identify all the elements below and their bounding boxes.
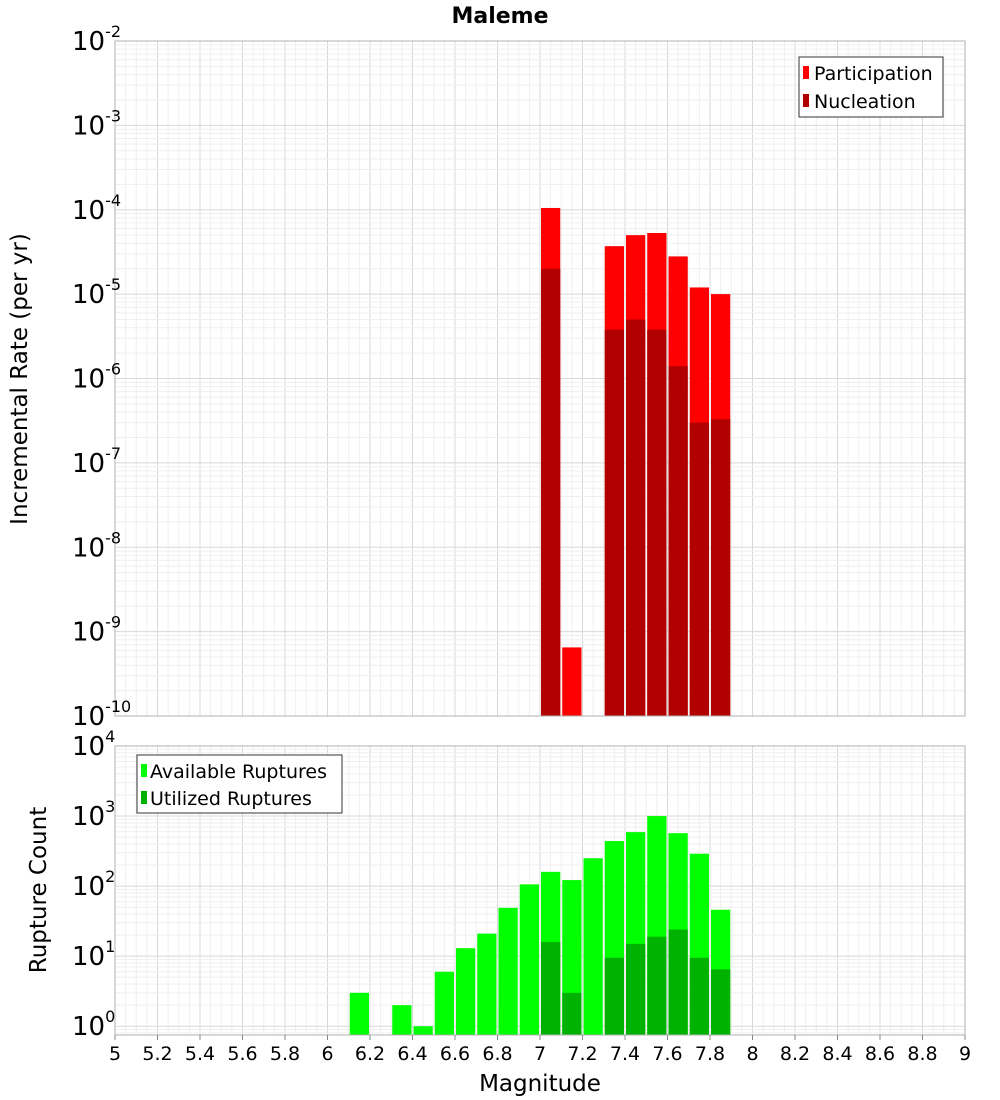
x-tick-label: 6.2 (355, 1043, 385, 1065)
legend-label-nucleation: Nucleation (814, 91, 916, 113)
x-tick-label: 5.6 (227, 1043, 257, 1065)
legend-swatch-available (141, 764, 147, 777)
top-legend-box (798, 56, 944, 118)
bottom-y-axis-label: Rupture Count (26, 807, 52, 973)
x-tick-label: 7.2 (567, 1043, 597, 1065)
x-tick-label: 7.8 (695, 1043, 725, 1065)
legend-swatch-nucleation (803, 94, 809, 107)
x-tick-label: 5.4 (185, 1043, 215, 1065)
top-legend: Participation Nucleation (798, 56, 944, 118)
bottom-y-tick-label: 100 (72, 1007, 115, 1042)
x-axis-label: Magnitude (479, 1071, 601, 1097)
legend-label-participation: Participation (814, 63, 933, 85)
x-tick-label: 8.6 (865, 1043, 895, 1065)
x-tick-label: 7.4 (610, 1043, 640, 1065)
bottom-bar-utilized-ruptures (604, 957, 624, 1035)
top-y-axis-label: Incremental Rate (per yr) (7, 233, 33, 525)
bottom-bar-utilized-ruptures (647, 936, 667, 1035)
x-tick-label: 6 (321, 1043, 333, 1065)
legend-label-utilized: Utilized Ruptures (150, 788, 312, 810)
x-tick-label: 7 (534, 1043, 546, 1065)
bottom-bar-utilized-ruptures (626, 943, 646, 1035)
top-bar-nucleation (668, 366, 688, 716)
top-y-tick-label: 10-8 (72, 528, 121, 563)
bottom-bar-available-ruptures (349, 992, 369, 1035)
top-y-tick-label: 10-9 (72, 613, 121, 648)
bottom-bar-available-ruptures (477, 933, 497, 1035)
x-tick-label: 6.6 (440, 1043, 470, 1065)
top-y-tick-label: 10-5 (72, 275, 121, 310)
x-tick-label: 5.8 (270, 1043, 300, 1065)
bottom-grid (114, 746, 966, 1035)
bottom-bar-available-ruptures (413, 1026, 433, 1035)
bottom-bar-utilized-ruptures (562, 992, 582, 1035)
bottom-bar-utilized-ruptures (711, 969, 731, 1035)
x-ticks: 5 5.2 5.4 5.6 5.8 6 6.2 6.4 6.6 6.8 7 7.2 7.4 7.6 7.8 8… (109, 1035, 971, 1065)
bottom-bar-available-ruptures (583, 858, 603, 1035)
x-tick-label: 5 (109, 1043, 121, 1065)
bottom-bar-available-ruptures (392, 1005, 412, 1035)
bottom-bar-available-ruptures (519, 884, 539, 1035)
top-bar-nucleation (689, 422, 709, 716)
top-y-tick-label: 10-7 (72, 444, 121, 479)
top-y-tick-label: 10-6 (72, 360, 121, 395)
x-tick-label: 8.4 (822, 1043, 852, 1065)
top-bar-nucleation (626, 319, 646, 716)
bottom-panel: 100 101 102 103 104 5 5.2 5.4 5.6 5.8 6 6.2 6.4 6.6 6… (26, 727, 971, 1097)
bottom-y-tick-label: 104 (72, 727, 115, 762)
bottom-bar-available-ruptures (434, 971, 454, 1035)
top-panel: 10-10 10-9 10-8 10-7 10-6 10-5 10-4 10-3 10-2 In… (7, 22, 966, 732)
top-y-ticks: 10-10 10-9 10-8 10-7 10-6 10-5 10-4 10-3 10-2 (72, 22, 131, 732)
bottom-bar-available-ruptures (456, 948, 476, 1035)
bottom-y-tick-label: 101 (72, 937, 115, 972)
chart-title: Maleme (451, 4, 548, 29)
bottom-bar-utilized-ruptures (689, 957, 709, 1035)
top-bar-nucleation (604, 329, 624, 716)
top-bar-nucleation (711, 419, 731, 716)
x-tick-label: 6.4 (397, 1043, 427, 1065)
legend-swatch-participation (803, 66, 809, 79)
bottom-legend-box (136, 754, 343, 814)
legend-label-available: Available Ruptures (150, 761, 327, 783)
bottom-legend: Available Ruptures Utilized Ruptures (136, 754, 343, 814)
x-tick-label: 8 (746, 1043, 758, 1065)
top-y-tick-label: 10-2 (72, 22, 121, 57)
top-y-tick-label: 10-10 (72, 697, 131, 732)
bottom-bar-utilized-ruptures (668, 929, 688, 1035)
legend-swatch-utilized (141, 791, 147, 804)
bottom-y-tick-label: 102 (72, 867, 115, 902)
x-tick-label: 6.8 (482, 1043, 512, 1065)
bottom-y-tick-label: 103 (72, 797, 115, 832)
top-bars-nucleation (541, 268, 731, 716)
bottom-bar-utilized-ruptures (541, 941, 561, 1035)
x-tick-label: 5.2 (142, 1043, 172, 1065)
top-grid (114, 41, 966, 717)
bottom-y-ticks: 100 101 102 103 104 (72, 727, 115, 1042)
x-tick-label: 7.6 (652, 1043, 682, 1065)
x-tick-label: 9 (959, 1043, 971, 1065)
top-bar-participation (562, 647, 582, 716)
bottom-bars-utilized (541, 929, 731, 1035)
top-bar-nucleation (541, 268, 561, 716)
top-y-tick-label: 10-3 (72, 106, 121, 141)
x-tick-label: 8.2 (780, 1043, 810, 1065)
top-y-tick-label: 10-4 (72, 191, 121, 226)
top-bar-nucleation (647, 329, 667, 716)
x-tick-label: 8.8 (907, 1043, 937, 1065)
bottom-bar-available-ruptures (498, 907, 518, 1035)
top-plot-frame (114, 40, 966, 717)
